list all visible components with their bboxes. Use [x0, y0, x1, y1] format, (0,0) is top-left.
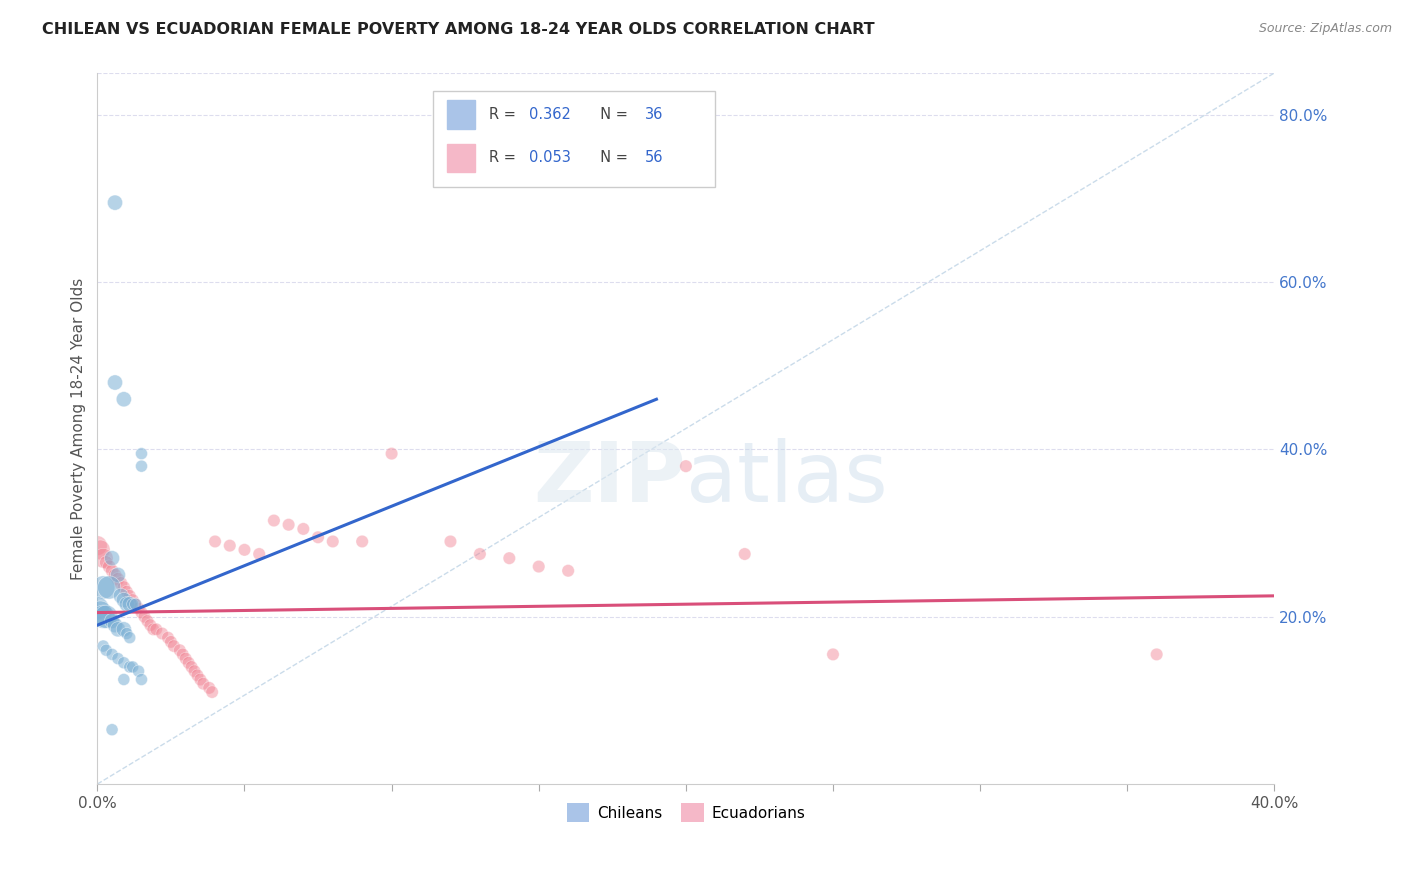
Point	[131, 606, 153, 620]
Point	[98, 581, 121, 595]
Point	[174, 651, 197, 665]
Point	[136, 614, 159, 628]
Point	[134, 609, 156, 624]
Point	[101, 551, 124, 566]
Text: ZIP: ZIP	[533, 438, 686, 519]
Point	[169, 643, 191, 657]
Point	[188, 673, 211, 687]
Point	[218, 539, 240, 553]
Point	[118, 660, 141, 674]
Point	[110, 589, 132, 603]
Point	[115, 597, 138, 611]
Text: atlas: atlas	[686, 438, 887, 519]
Point	[101, 564, 124, 578]
Point	[104, 618, 127, 632]
Point	[352, 534, 374, 549]
Text: Source: ZipAtlas.com: Source: ZipAtlas.com	[1258, 22, 1392, 36]
Point	[91, 639, 114, 653]
Point	[156, 631, 179, 645]
Point	[131, 673, 153, 687]
Point	[139, 618, 162, 632]
Point	[263, 514, 285, 528]
Point	[124, 597, 146, 611]
Point	[86, 539, 108, 553]
Point	[247, 547, 270, 561]
Point	[142, 622, 165, 636]
Point	[118, 589, 141, 603]
Point	[96, 643, 118, 657]
Point	[734, 547, 756, 561]
Point	[177, 656, 200, 670]
Point	[91, 581, 114, 595]
Point	[131, 447, 153, 461]
Point	[107, 651, 129, 665]
Point	[145, 622, 167, 636]
Point	[527, 559, 550, 574]
Point	[322, 534, 344, 549]
Point	[101, 723, 124, 737]
Point	[104, 376, 127, 390]
Point	[91, 609, 114, 624]
Point	[307, 530, 329, 544]
Point	[110, 576, 132, 591]
Point	[180, 660, 202, 674]
Point	[186, 668, 208, 682]
Point	[107, 568, 129, 582]
Point	[160, 635, 183, 649]
Point	[468, 547, 491, 561]
Point	[121, 660, 143, 674]
Point	[89, 606, 111, 620]
Point	[112, 593, 135, 607]
Point	[104, 195, 127, 210]
Point	[172, 648, 194, 662]
Point	[118, 631, 141, 645]
Point	[198, 681, 221, 695]
Point	[118, 597, 141, 611]
Point	[98, 559, 121, 574]
Point	[96, 609, 118, 624]
Point	[112, 673, 135, 687]
Point	[104, 568, 127, 582]
Point	[557, 564, 579, 578]
Point	[112, 622, 135, 636]
Legend: Chileans, Ecuadorians: Chileans, Ecuadorians	[560, 796, 813, 830]
Point	[96, 555, 118, 569]
Point	[292, 522, 315, 536]
Point	[381, 447, 404, 461]
Point	[101, 614, 124, 628]
Point	[128, 664, 150, 678]
Point	[233, 542, 256, 557]
Point	[112, 581, 135, 595]
Point	[193, 676, 215, 690]
Point	[89, 542, 111, 557]
Y-axis label: Female Poverty Among 18-24 Year Olds: Female Poverty Among 18-24 Year Olds	[72, 277, 86, 580]
Point	[163, 639, 186, 653]
Point	[121, 597, 143, 611]
Point	[128, 601, 150, 615]
Point	[124, 597, 146, 611]
Point	[107, 622, 129, 636]
Point	[183, 664, 205, 678]
Point	[131, 459, 153, 474]
Point	[101, 648, 124, 662]
Point	[107, 572, 129, 586]
Text: CHILEAN VS ECUADORIAN FEMALE POVERTY AMONG 18-24 YEAR OLDS CORRELATION CHART: CHILEAN VS ECUADORIAN FEMALE POVERTY AMO…	[42, 22, 875, 37]
Point	[201, 685, 224, 699]
Point	[439, 534, 461, 549]
Point	[86, 601, 108, 615]
Point	[1146, 648, 1168, 662]
Point	[204, 534, 226, 549]
Point	[91, 551, 114, 566]
Point	[112, 392, 135, 407]
Point	[112, 656, 135, 670]
Point	[675, 459, 697, 474]
Point	[821, 648, 844, 662]
Point	[121, 593, 143, 607]
Point	[115, 626, 138, 640]
Point	[115, 584, 138, 599]
Point	[150, 626, 173, 640]
Point	[277, 517, 299, 532]
Point	[498, 551, 520, 566]
